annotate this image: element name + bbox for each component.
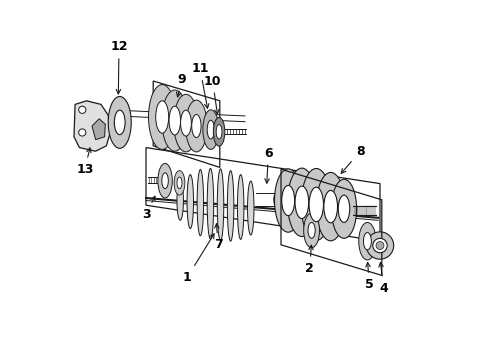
Ellipse shape: [316, 172, 345, 241]
Ellipse shape: [186, 100, 207, 152]
Text: 8: 8: [341, 145, 365, 174]
Ellipse shape: [247, 181, 254, 235]
Text: 13: 13: [76, 148, 94, 176]
Ellipse shape: [192, 114, 201, 138]
Ellipse shape: [274, 169, 302, 232]
Ellipse shape: [282, 185, 294, 216]
Ellipse shape: [108, 96, 131, 148]
Ellipse shape: [295, 186, 309, 219]
Circle shape: [79, 129, 86, 136]
Circle shape: [367, 232, 393, 259]
Text: 12: 12: [110, 40, 128, 94]
Ellipse shape: [364, 233, 371, 250]
Text: 10: 10: [204, 75, 221, 114]
Text: 2: 2: [305, 245, 314, 275]
Ellipse shape: [156, 101, 169, 133]
Ellipse shape: [162, 173, 169, 189]
Ellipse shape: [309, 187, 323, 222]
Text: 11: 11: [191, 62, 209, 108]
Ellipse shape: [338, 195, 350, 222]
Ellipse shape: [169, 106, 180, 135]
Ellipse shape: [304, 213, 319, 248]
Ellipse shape: [180, 110, 192, 136]
Circle shape: [373, 238, 387, 253]
Ellipse shape: [238, 175, 244, 239]
Ellipse shape: [213, 117, 225, 146]
Ellipse shape: [207, 168, 214, 239]
Text: 6: 6: [264, 147, 273, 183]
Ellipse shape: [177, 177, 182, 189]
Ellipse shape: [308, 222, 315, 238]
Text: 7: 7: [214, 224, 222, 251]
Ellipse shape: [177, 181, 183, 220]
Ellipse shape: [359, 222, 376, 260]
Polygon shape: [74, 101, 110, 151]
Ellipse shape: [217, 169, 224, 241]
Ellipse shape: [174, 94, 198, 152]
Polygon shape: [92, 119, 105, 140]
Circle shape: [79, 106, 86, 113]
Ellipse shape: [227, 171, 234, 241]
Ellipse shape: [288, 168, 316, 237]
Text: 4: 4: [379, 262, 388, 294]
Text: 1: 1: [183, 234, 214, 284]
Ellipse shape: [148, 85, 176, 149]
Text: 3: 3: [142, 196, 155, 221]
Ellipse shape: [114, 110, 125, 135]
Ellipse shape: [162, 90, 188, 151]
Ellipse shape: [158, 163, 172, 198]
Text: 5: 5: [365, 262, 373, 291]
Ellipse shape: [174, 171, 185, 195]
Ellipse shape: [216, 125, 222, 139]
Ellipse shape: [274, 191, 281, 208]
Ellipse shape: [207, 120, 215, 139]
Circle shape: [376, 242, 384, 249]
Ellipse shape: [187, 175, 194, 229]
Ellipse shape: [324, 190, 338, 223]
Ellipse shape: [197, 170, 204, 236]
Ellipse shape: [331, 179, 357, 238]
Ellipse shape: [203, 110, 219, 149]
Ellipse shape: [301, 168, 331, 240]
Text: 9: 9: [176, 73, 186, 97]
